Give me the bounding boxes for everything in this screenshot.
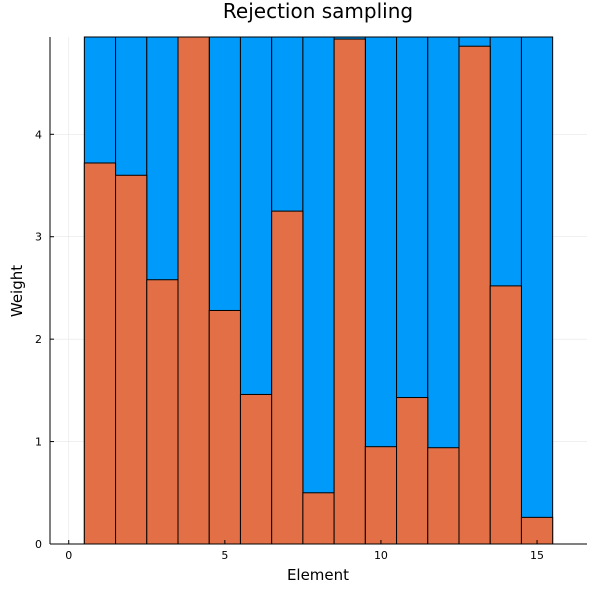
axes <box>49 37 587 545</box>
foreground-bar <box>115 174 148 545</box>
foreground-bar <box>458 45 491 545</box>
y-tick-label: 1 <box>35 436 42 449</box>
background-bar <box>520 36 554 545</box>
x-tick-label: 5 <box>221 549 228 562</box>
foreground-bar <box>489 285 522 545</box>
foreground-bar <box>396 397 429 545</box>
x-tick-label: 15 <box>530 549 544 562</box>
foreground-bar <box>146 279 179 545</box>
x-axis-label: Element <box>287 566 349 584</box>
foreground-bar <box>333 38 366 545</box>
foreground-bar <box>302 492 335 545</box>
foreground-bars <box>83 36 554 545</box>
foreground-bar <box>520 516 554 545</box>
y-tick-label: 0 <box>35 538 42 551</box>
chart-title: Rejection sampling <box>223 0 413 23</box>
y-tick-label: 4 <box>35 128 42 141</box>
y-axis-label: Weight <box>8 265 26 317</box>
y-tick-label: 2 <box>35 333 42 346</box>
y-tick-label: 3 <box>35 231 42 244</box>
foreground-bar <box>271 210 304 545</box>
tick-labels: 0 5 10 15 0 1 2 3 4 <box>35 128 544 562</box>
x-tick-label: 0 <box>65 549 72 562</box>
foreground-bar <box>427 447 460 545</box>
foreground-bar <box>364 446 398 545</box>
foreground-bar <box>83 162 117 545</box>
foreground-bar <box>177 36 210 545</box>
foreground-bar <box>208 309 241 545</box>
foreground-bar <box>239 393 273 545</box>
background-bar <box>302 36 335 545</box>
x-tick-label: 10 <box>374 549 388 562</box>
